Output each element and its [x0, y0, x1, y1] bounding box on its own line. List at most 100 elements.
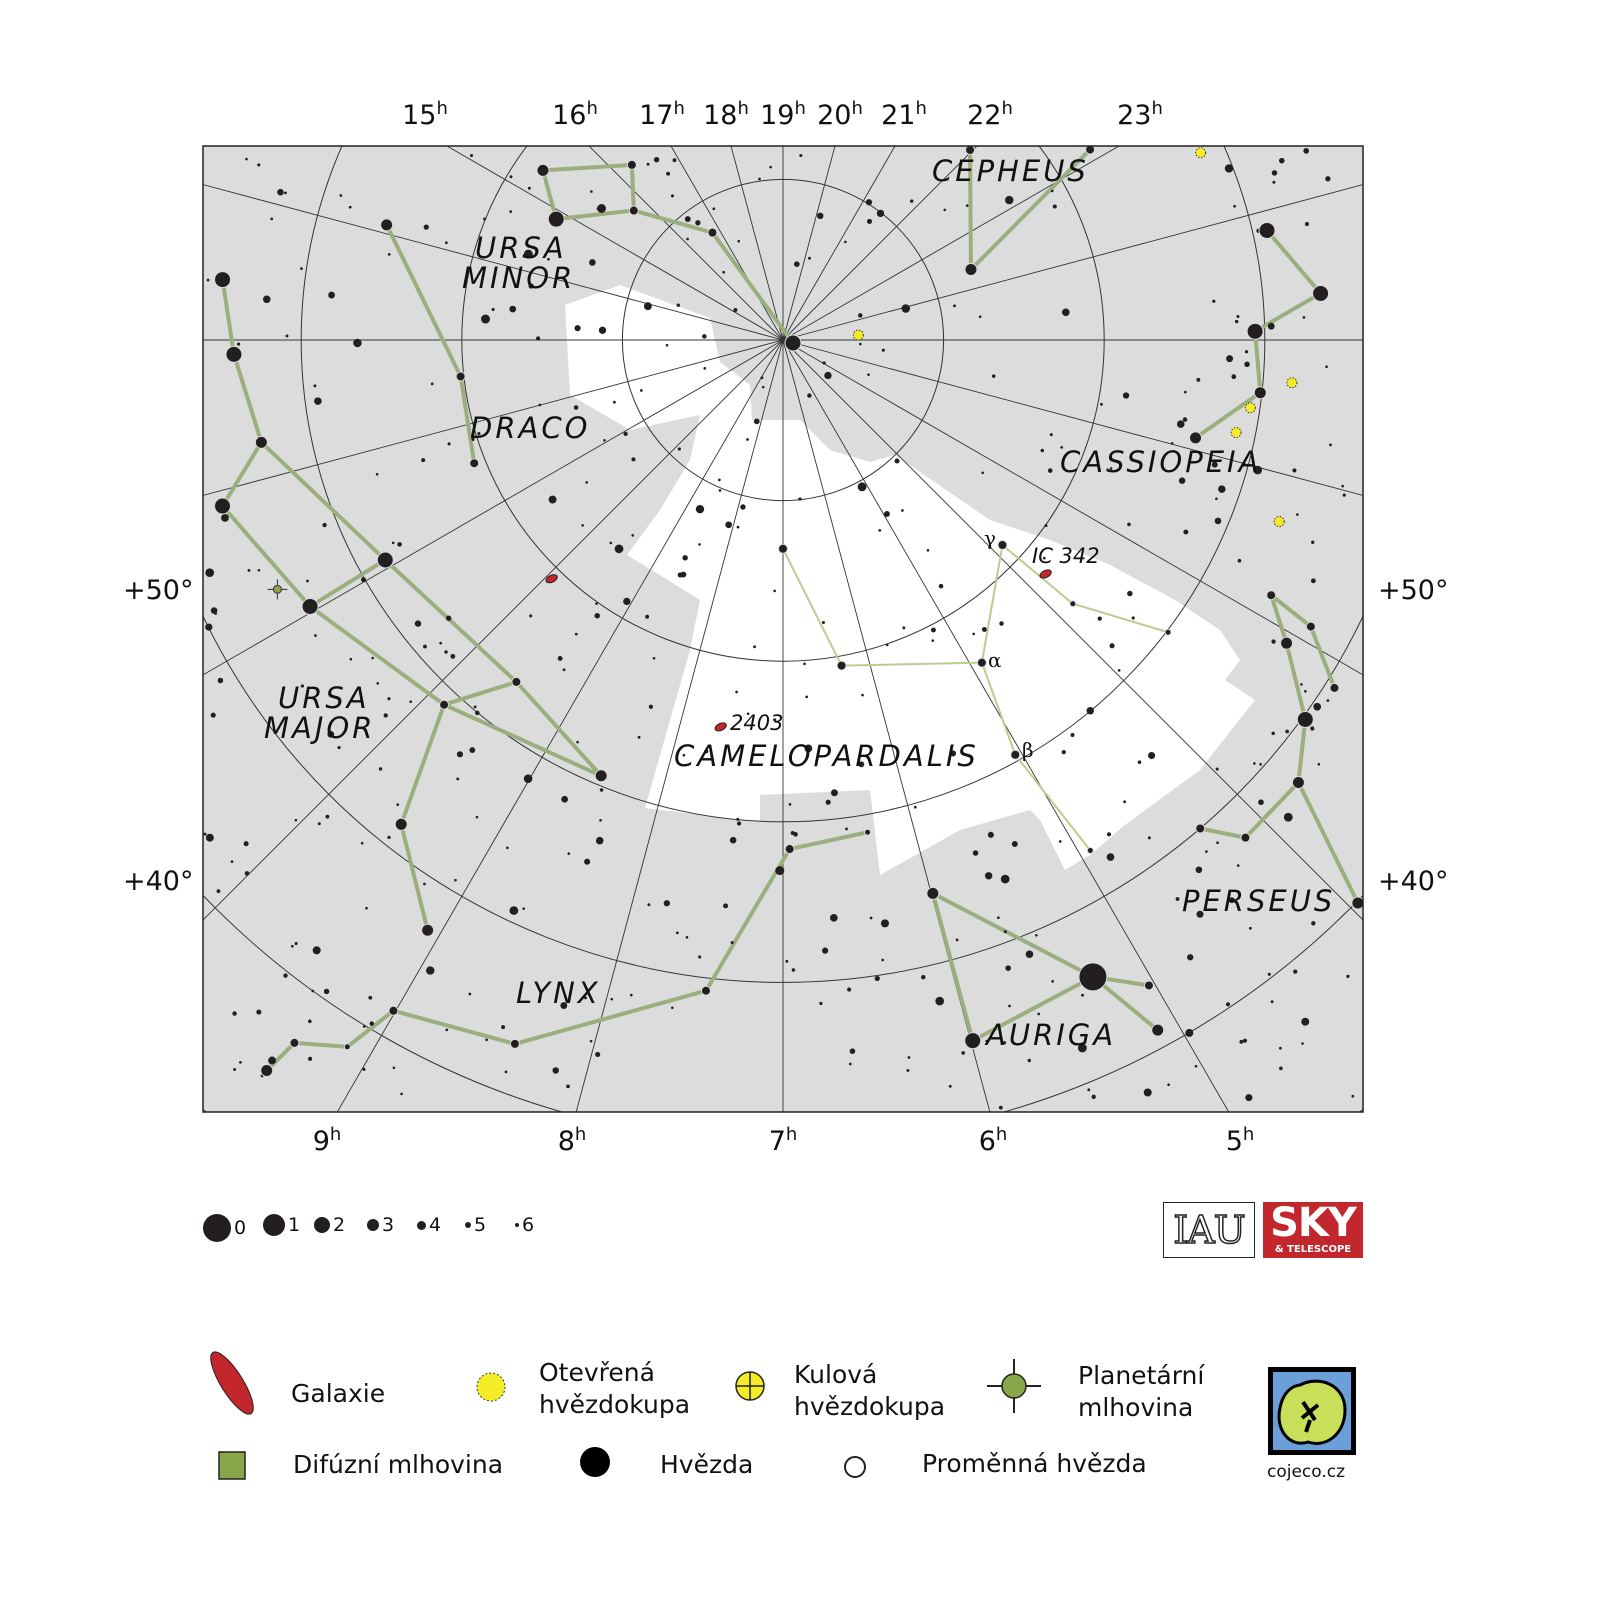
- faint-star: [311, 989, 315, 993]
- faint-star: [847, 987, 852, 992]
- faint-star: [423, 882, 426, 886]
- faint-star: [773, 718, 777, 722]
- faint-star: [1278, 157, 1285, 164]
- star-legend-icon: [580, 1447, 610, 1477]
- faint-star: [1303, 148, 1310, 154]
- faint-star: [821, 620, 825, 625]
- constellation-line: [1253, 331, 1263, 393]
- open-cluster-legend-icon: [476, 1372, 506, 1402]
- faint-star: [1137, 760, 1142, 764]
- star-uma7: [511, 676, 522, 687]
- star-per8: [1329, 682, 1340, 693]
- faint-star: [294, 942, 298, 946]
- faint-star: [1310, 726, 1315, 731]
- faint-star: [1050, 189, 1054, 193]
- faint-star: [718, 478, 721, 482]
- faint-star: [1061, 750, 1066, 755]
- constellation-line: [556, 208, 635, 222]
- faint-star: [1211, 461, 1218, 468]
- magnitude-label: 3: [382, 1214, 395, 1236]
- faint-star: [547, 257, 550, 261]
- faint-star: [1285, 729, 1290, 734]
- faint-star: [1225, 1002, 1231, 1007]
- faint-star: [1212, 299, 1216, 303]
- faint-star: [585, 481, 588, 484]
- star-per3: [1305, 621, 1316, 632]
- label-ngc-2403: 2403: [730, 711, 784, 735]
- faint-star: [737, 239, 740, 243]
- faint-star: [1228, 897, 1235, 904]
- faint-star: [819, 1001, 823, 1006]
- faint-star: [491, 307, 495, 312]
- faint-star: [1215, 497, 1218, 501]
- constellation-line: [443, 702, 602, 778]
- star-umi3: [547, 210, 565, 228]
- star-dra2: [455, 371, 466, 382]
- ra-line: [782, 184, 1363, 341]
- ra-line: [782, 146, 1120, 341]
- faint-star: [574, 632, 578, 636]
- star-lyn3: [343, 1043, 351, 1051]
- faint-star: [501, 1025, 506, 1030]
- cojeco-logo: [1268, 1367, 1356, 1455]
- faint-star: [409, 700, 413, 704]
- faint-star: [803, 662, 806, 666]
- constellation-line: [1296, 719, 1308, 783]
- faint-star: [1214, 517, 1222, 525]
- faint-star: [825, 799, 831, 805]
- faint-star: [1253, 762, 1256, 765]
- faint-star: [283, 191, 287, 195]
- faint-star: [610, 997, 614, 1001]
- faint-star: [369, 1021, 374, 1026]
- faint-star: [597, 204, 607, 213]
- map-frame: [202, 145, 1364, 1113]
- faint-star: [1086, 706, 1094, 715]
- constellation-line: [1001, 544, 1074, 605]
- open-cluster-icon: [1244, 402, 1256, 414]
- faint-star: [881, 958, 885, 962]
- faint-star: [477, 431, 481, 436]
- star-per4: [1291, 776, 1305, 790]
- faint-star: [1052, 204, 1057, 209]
- faint-star: [557, 655, 563, 661]
- constellation-line: [969, 148, 1092, 271]
- star-mirfak: [1296, 710, 1314, 728]
- constellation-line: [710, 231, 795, 345]
- faint-star: [313, 384, 317, 388]
- faint-star: [421, 458, 426, 463]
- star-cam_b: [1010, 749, 1021, 760]
- dec-label-50-right: +50°: [1378, 575, 1449, 606]
- faint-star: [365, 906, 368, 910]
- ra-line: [782, 339, 1363, 921]
- faint-star: [645, 614, 650, 619]
- faint-star: [290, 944, 294, 948]
- faint-star: [422, 644, 427, 649]
- faint-star: [736, 821, 742, 826]
- constellation-line: [399, 823, 430, 931]
- magnitude-label: 1: [288, 1214, 301, 1236]
- star-uma4: [213, 497, 231, 515]
- ra-line: [782, 146, 836, 341]
- star-per2: [1280, 636, 1294, 650]
- faint-star: [1002, 1041, 1007, 1045]
- faint-star: [1296, 513, 1299, 516]
- faint-star: [1278, 1046, 1282, 1050]
- ra-label-bottom-9h: 9h: [312, 1124, 342, 1157]
- faint-star: [371, 656, 375, 660]
- faint-star: [1147, 836, 1151, 840]
- faint-star: [1205, 850, 1208, 853]
- ra-line: [446, 146, 784, 341]
- faint-star: [205, 568, 215, 578]
- faint-star: [931, 639, 935, 642]
- star-cep3: [965, 146, 976, 156]
- faint-star: [1109, 467, 1113, 470]
- ra-line: [782, 146, 978, 341]
- faint-star: [450, 653, 456, 659]
- star-cas3: [1246, 322, 1264, 340]
- faint-star: [671, 1006, 674, 1010]
- faint-star: [1070, 733, 1075, 737]
- faint-star: [397, 542, 402, 547]
- faint-star: [623, 431, 628, 437]
- faint-star: [581, 524, 584, 527]
- faint-star: [822, 361, 826, 365]
